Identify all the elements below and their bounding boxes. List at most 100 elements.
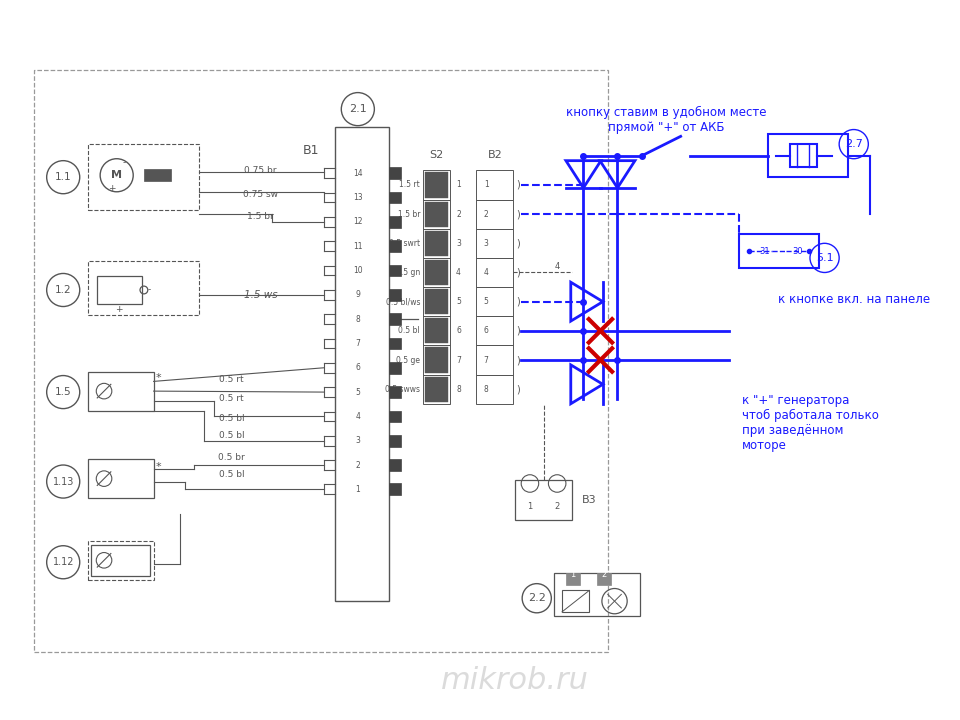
Bar	[389, 459, 400, 471]
Text: 6: 6	[456, 326, 461, 336]
Text: 5: 5	[355, 387, 360, 397]
Text: ): )	[516, 180, 520, 190]
Bar	[425, 230, 448, 256]
Bar	[425, 172, 448, 197]
Text: 4: 4	[355, 412, 360, 421]
Bar	[425, 202, 448, 227]
Bar	[389, 435, 400, 446]
Text: 0.75 sw: 0.75 sw	[243, 190, 278, 199]
Bar	[423, 346, 450, 374]
Bar	[476, 199, 514, 229]
Bar	[87, 372, 154, 410]
Text: 2.2: 2.2	[528, 593, 545, 603]
Text: 0.5 bl: 0.5 bl	[219, 470, 244, 480]
Text: ): )	[516, 238, 520, 248]
Text: 1.5 ws: 1.5 ws	[244, 290, 277, 300]
Bar	[87, 144, 200, 210]
Text: 7: 7	[484, 356, 489, 364]
Bar	[476, 316, 514, 346]
Text: 2.7: 2.7	[845, 139, 863, 149]
Bar	[389, 410, 400, 422]
Text: 7: 7	[355, 339, 360, 348]
Text: 0.5 gn: 0.5 gn	[396, 268, 420, 277]
Text: 14: 14	[353, 168, 363, 178]
Bar	[389, 338, 400, 349]
Text: 1.12: 1.12	[53, 557, 74, 567]
Text: ): )	[516, 209, 520, 219]
Text: 0.5 rt: 0.5 rt	[219, 375, 244, 384]
Text: 0.5 ge: 0.5 ge	[396, 356, 420, 364]
Text: 2: 2	[555, 503, 560, 511]
Bar	[423, 171, 450, 199]
Text: S2: S2	[429, 150, 444, 160]
Bar	[389, 386, 400, 398]
Text: 0.5 swrt: 0.5 swrt	[389, 239, 420, 248]
Bar	[516, 480, 572, 521]
Bar	[91, 545, 150, 576]
Bar	[423, 316, 450, 346]
Bar	[565, 573, 580, 585]
Text: 0.5 bl: 0.5 bl	[398, 326, 420, 336]
Bar	[389, 313, 400, 325]
Text: B3: B3	[582, 495, 596, 505]
Bar	[425, 318, 448, 343]
Text: 30: 30	[792, 246, 803, 256]
Bar	[425, 289, 448, 315]
Text: 1: 1	[570, 570, 575, 580]
Text: 12: 12	[353, 217, 363, 226]
Text: 8: 8	[355, 315, 360, 324]
Text: 1: 1	[484, 181, 489, 189]
Text: ): )	[516, 355, 520, 365]
Text: 8: 8	[484, 384, 489, 394]
Text: 0.5 bl: 0.5 bl	[219, 414, 244, 423]
Text: к кнопке вкл. на панеле: к кнопке вкл. на панеле	[778, 293, 930, 306]
Text: 4: 4	[456, 268, 461, 277]
Text: 4: 4	[484, 268, 489, 277]
Text: 0.5 bl/ws: 0.5 bl/ws	[386, 297, 420, 306]
Text: 1.13: 1.13	[53, 477, 74, 487]
Bar	[476, 374, 514, 404]
Bar	[476, 171, 514, 199]
Text: mikrob.ru: mikrob.ru	[442, 667, 589, 696]
Bar	[425, 347, 448, 373]
Text: ): )	[516, 326, 520, 336]
Bar	[423, 374, 450, 404]
Text: 0.5 rt: 0.5 rt	[219, 395, 244, 403]
Text: 0.75 br: 0.75 br	[245, 166, 276, 175]
Text: 31: 31	[759, 246, 770, 256]
Text: 6: 6	[355, 364, 360, 372]
Text: B1: B1	[303, 145, 320, 158]
Bar	[423, 258, 450, 287]
Text: 1: 1	[355, 485, 360, 494]
Bar	[87, 459, 154, 498]
Bar	[389, 362, 400, 374]
Text: -: -	[123, 158, 126, 167]
Bar	[476, 258, 514, 287]
Text: кнопку ставим в удобном месте
прямой "+" от АКБ: кнопку ставим в удобном месте прямой "+"…	[565, 106, 766, 134]
Bar	[476, 229, 514, 258]
Text: M: M	[111, 170, 122, 180]
Text: 5: 5	[456, 297, 461, 306]
Text: ): )	[516, 384, 520, 394]
Text: 9: 9	[355, 290, 360, 300]
Text: 8: 8	[456, 384, 461, 394]
Bar	[739, 233, 819, 268]
Text: -: -	[148, 286, 151, 294]
Bar	[87, 541, 154, 580]
Bar	[34, 71, 608, 652]
Bar	[389, 289, 400, 301]
Text: 4: 4	[555, 262, 560, 271]
Bar	[789, 144, 817, 168]
Bar	[144, 169, 171, 181]
Text: *: *	[156, 372, 161, 382]
Bar	[476, 346, 514, 374]
Text: 5: 5	[484, 297, 489, 306]
Bar	[423, 287, 450, 316]
Text: 13: 13	[353, 193, 363, 202]
Text: 0.5 br: 0.5 br	[218, 453, 245, 462]
Text: 1: 1	[527, 503, 533, 511]
Bar	[389, 240, 400, 252]
Text: 2.1: 2.1	[348, 104, 367, 114]
Text: 6: 6	[484, 326, 489, 336]
Text: 3: 3	[484, 239, 489, 248]
